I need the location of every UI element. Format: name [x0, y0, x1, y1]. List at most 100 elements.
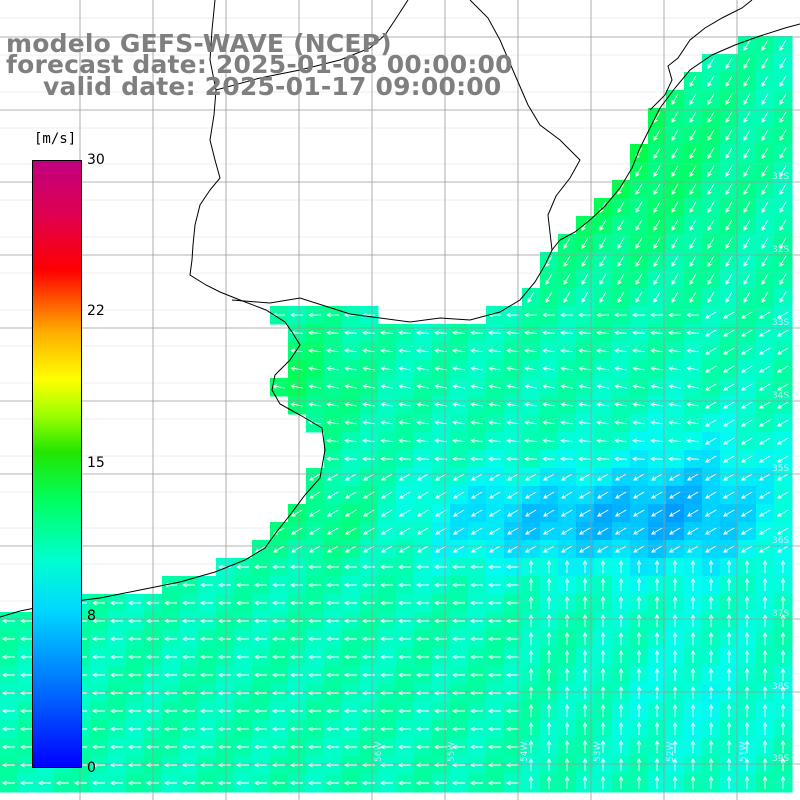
wind-arrow	[362, 420, 376, 425]
wind-arrow	[488, 366, 501, 371]
wind-arrow	[618, 686, 624, 699]
wind-arrow	[614, 402, 627, 407]
wind-arrow	[708, 614, 714, 627]
wind-arrow	[599, 291, 607, 304]
wind-arrow	[726, 650, 732, 663]
wind-arrow	[671, 291, 679, 304]
wind-arrow	[200, 618, 213, 624]
wind-arrow	[290, 744, 303, 750]
wind-arrow	[740, 311, 753, 319]
wind-arrow	[636, 614, 642, 627]
wind-arrow	[362, 708, 375, 714]
wind-arrow	[290, 545, 303, 553]
wind-arrow	[708, 578, 714, 591]
wind-arrow	[326, 348, 340, 353]
wind-arrow	[308, 672, 321, 678]
wind-arrow	[618, 722, 624, 735]
wind-arrow	[582, 560, 588, 573]
wind-arrow	[725, 273, 733, 286]
wind-arrow	[596, 420, 610, 425]
wind-arrow	[528, 578, 534, 591]
wind-arrow	[761, 39, 769, 52]
wind-arrow	[618, 632, 624, 645]
wind-arrow	[218, 564, 231, 570]
wind-arrow	[308, 330, 322, 336]
wind-arrow	[452, 708, 465, 714]
wind-arrow	[725, 165, 733, 178]
wind-arrow	[128, 618, 141, 624]
wind-arrow	[20, 726, 33, 732]
wind-arrow	[362, 527, 375, 535]
wind-arrow	[488, 402, 501, 407]
wind-arrow	[254, 582, 267, 588]
wind-arrow	[546, 722, 552, 735]
wind-arrow	[452, 636, 465, 642]
wind-arrow	[416, 527, 429, 535]
wind-arrow	[654, 578, 660, 591]
wind-arrow	[380, 438, 394, 444]
wind-arrow	[650, 366, 663, 371]
wind-arrow	[686, 456, 700, 462]
wind-arrow	[578, 348, 592, 353]
wind-arrow	[563, 273, 571, 286]
wind-arrow	[470, 366, 483, 371]
wind-arrow	[690, 704, 696, 717]
wind-arrow	[563, 255, 571, 268]
wind-arrow	[546, 578, 552, 591]
wind-arrow	[582, 704, 588, 717]
wind-arrow	[564, 722, 570, 735]
wind-arrow	[362, 672, 375, 678]
wind-arrow	[578, 456, 592, 462]
wind-arrow	[488, 582, 501, 588]
uruguay-border	[215, 0, 409, 91]
wind-arrow	[722, 347, 735, 355]
wind-arrow	[704, 347, 717, 355]
wind-arrow	[740, 473, 753, 481]
wind-arrow	[470, 708, 483, 714]
wind-arrow	[308, 348, 322, 353]
wind-arrow	[618, 776, 624, 789]
wind-arrow	[416, 618, 429, 624]
wind-arrow	[671, 219, 679, 232]
wind-arrow	[743, 129, 751, 142]
wind-arrow	[635, 165, 643, 178]
wind-arrow	[326, 330, 340, 336]
wind-arrow	[600, 758, 606, 771]
wind-arrow	[528, 596, 534, 609]
wind-arrow	[726, 668, 732, 681]
wind-arrow	[758, 401, 771, 409]
wind-arrow	[452, 744, 465, 750]
wind-arrow	[761, 183, 769, 196]
wind-speed-field	[0, 36, 793, 793]
wind-arrow	[182, 600, 195, 606]
wind-arrow	[671, 183, 679, 196]
wind-arrow	[308, 618, 321, 624]
wind-arrow	[614, 473, 627, 481]
wind-arrow	[725, 111, 733, 124]
wind-arrow	[398, 582, 411, 588]
wind-arrow	[110, 636, 123, 642]
wind-arrow	[344, 402, 357, 407]
wind-arrow	[758, 365, 771, 373]
wind-arrow	[524, 366, 537, 371]
wind-arrow	[707, 255, 715, 268]
wind-arrow	[668, 438, 682, 444]
wind-arrow	[689, 129, 697, 142]
wind-arrow	[308, 312, 322, 318]
wind-arrow	[560, 348, 574, 353]
wind-arrow	[128, 672, 141, 678]
wind-arrow	[653, 255, 661, 268]
wind-arrow	[707, 129, 715, 142]
wind-arrow	[740, 491, 753, 499]
wind-arrow	[689, 237, 697, 250]
wind-arrow	[726, 560, 732, 573]
wind-arrow	[635, 273, 643, 286]
wind-arrow	[596, 545, 609, 553]
wind-arrow	[380, 744, 393, 750]
colorbar-unit: [m/s]	[34, 131, 77, 147]
wind-arrow	[560, 545, 573, 553]
wind-arrow	[632, 456, 646, 462]
wind-arrow	[546, 650, 552, 663]
wind-arrow	[380, 348, 394, 353]
wind-arrow	[599, 273, 607, 286]
